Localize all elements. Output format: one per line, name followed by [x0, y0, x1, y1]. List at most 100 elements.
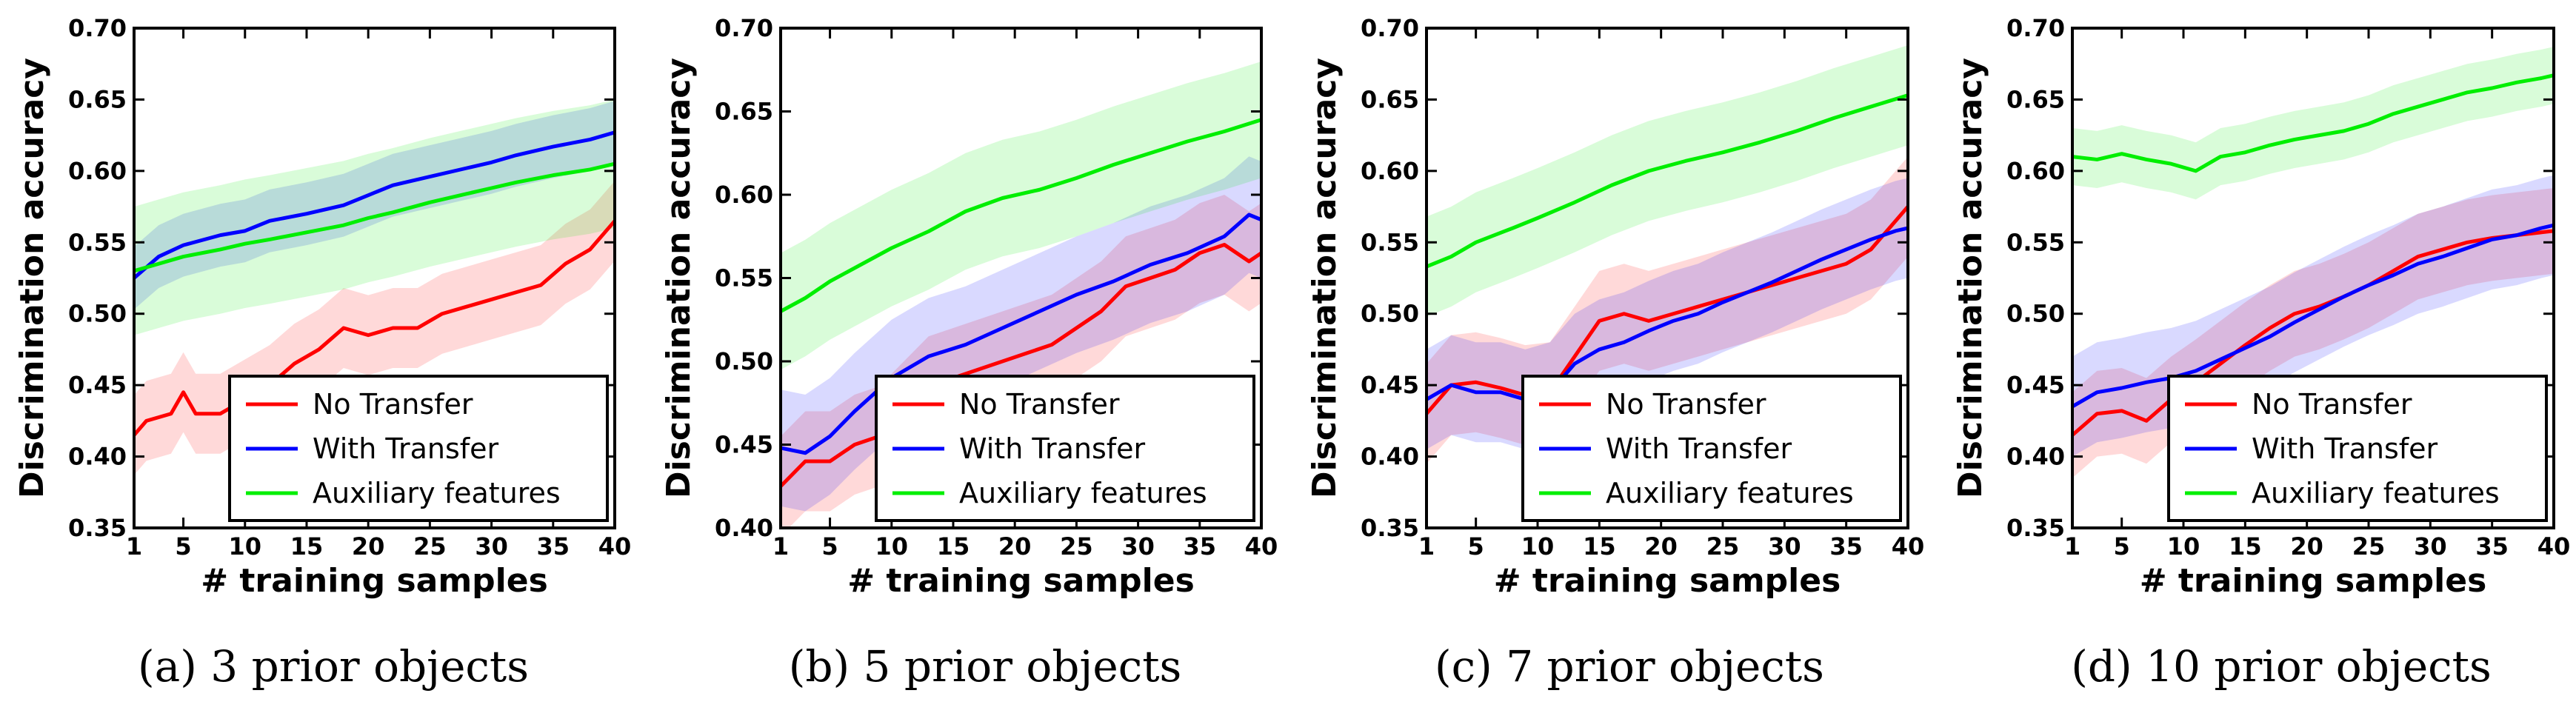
y-axis-title: Discrimination accuracy — [660, 58, 698, 498]
y-tick-label: 0.55 — [1361, 228, 1419, 256]
y-tick-label: 0.45 — [1361, 371, 1419, 399]
x-tick-label: 20 — [352, 532, 385, 561]
x-tick-label: 20 — [2290, 532, 2323, 561]
x-tick-label: 35 — [537, 532, 570, 561]
y-tick-label: 0.65 — [715, 98, 773, 126]
axes-frame — [133, 27, 616, 529]
legend-entry: With Transfer — [1606, 432, 1792, 465]
legend-entry: Auxiliary features — [2252, 477, 2500, 509]
x-tick-label: 5 — [821, 532, 838, 561]
x-tick-label: 35 — [1184, 532, 1217, 561]
x-tick-label: 15 — [290, 532, 324, 561]
x-tick-label: 40 — [1245, 532, 1278, 561]
legend-entry: Auxiliary features — [1606, 477, 1854, 509]
y-axis-title: Discrimination accuracy — [1952, 58, 1989, 498]
y-tick-label: 0.35 — [2006, 514, 2065, 542]
x-axis-title: # training samples — [201, 562, 548, 600]
y-tick-label: 0.60 — [1361, 157, 1419, 185]
legend: No Transfer With Transfer Auxiliary featur… — [228, 375, 609, 522]
x-tick-label: 1 — [1418, 532, 1435, 561]
x-tick-label: 5 — [2114, 532, 2130, 561]
x-tick-label: 30 — [1768, 532, 1801, 561]
y-tick-label: 0.40 — [2006, 443, 2065, 471]
x-tick-label: 15 — [2229, 532, 2262, 561]
x-tick-label: 20 — [998, 532, 1032, 561]
y-tick-label: 0.70 — [68, 14, 127, 42]
axes-frame — [2071, 27, 2555, 529]
x-tick-label: 10 — [1521, 532, 1555, 561]
band-auxiliary-features — [781, 61, 1261, 370]
x-tick-label: 10 — [229, 532, 262, 561]
series-line-no-transfer — [134, 219, 615, 437]
series-line-auxiliary-features — [1427, 93, 1908, 269]
caption: (d) 10 prior objects — [2071, 641, 2491, 692]
y-tick-label: 0.65 — [1361, 85, 1419, 113]
chart-panel-0: 1 5 10 15 20 25 30 35 400.350.400.450.500.550.60… — [13, 14, 631, 692]
series-line-no-transfer — [1427, 205, 1908, 415]
x-tick-label: 1 — [2064, 532, 2081, 561]
y-tick-label: 0.60 — [715, 181, 773, 209]
x-tick-label: 20 — [1644, 532, 1678, 561]
chart-panel-2: 1 5 10 15 20 25 30 35 400.350.400.450.500.550.60… — [1306, 14, 1924, 692]
chart-panel-1: 1 5 10 15 20 25 30 35 400.400.450.500.550.600.65… — [660, 14, 1278, 692]
chart-panel-3: 1 5 10 15 20 25 30 35 400.350.400.450.500.550.60… — [1952, 14, 2570, 692]
legend-entry: Auxiliary features — [313, 477, 561, 509]
legend: No Transfer With Transfer Auxiliary featur… — [875, 375, 1255, 522]
y-tick-label: 0.40 — [1361, 443, 1419, 471]
x-axis-title: # training samples — [2140, 562, 2487, 600]
y-tick-label: 0.35 — [1361, 514, 1419, 542]
x-tick-label: 5 — [1468, 532, 1484, 561]
series-line-auxiliary-features — [781, 118, 1261, 313]
y-tick-label: 0.45 — [2006, 371, 2065, 399]
x-tick-label: 40 — [1892, 532, 1925, 561]
legend-entry: No Transfer — [959, 388, 1120, 421]
x-tick-label: 5 — [175, 532, 191, 561]
y-tick-label: 0.50 — [2006, 300, 2065, 328]
x-tick-label: 30 — [2414, 532, 2447, 561]
y-tick-label: 0.60 — [68, 157, 127, 185]
legend-entry: Auxiliary features — [959, 477, 1207, 509]
x-tick-label: 10 — [2167, 532, 2200, 561]
y-tick-label: 0.65 — [68, 85, 127, 113]
legend-entry: No Transfer — [313, 388, 473, 421]
legend-entry: No Transfer — [1606, 388, 1766, 421]
y-axis-title: Discrimination accuracy — [13, 58, 51, 498]
caption: (b) 5 prior objects — [789, 641, 1182, 692]
band-with-transfer — [134, 101, 615, 310]
legend-entry: With Transfer — [959, 432, 1146, 465]
x-tick-label: 40 — [2537, 532, 2571, 561]
x-tick-label: 35 — [2475, 532, 2509, 561]
x-axis-title: # training samples — [847, 562, 1195, 600]
x-axis-title: # training samples — [1494, 562, 1841, 600]
y-tick-label: 0.60 — [2006, 157, 2065, 185]
x-tick-label: 25 — [1060, 532, 1093, 561]
y-tick-label: 0.70 — [1361, 14, 1419, 42]
x-tick-label: 15 — [937, 532, 970, 561]
x-tick-label: 15 — [1583, 532, 1616, 561]
x-tick-label: 1 — [126, 532, 142, 561]
y-tick-label: 0.55 — [68, 228, 127, 256]
x-tick-label: 1 — [773, 532, 789, 561]
legend: No Transfer With Transfer Auxiliary featur… — [2167, 375, 2548, 522]
y-tick-label: 0.55 — [2006, 228, 2065, 256]
y-tick-label: 0.50 — [1361, 300, 1419, 328]
x-tick-label: 30 — [475, 532, 508, 561]
legend: No Transfer With Transfer Auxiliary featur… — [1521, 375, 1902, 522]
caption: (a) 3 prior objects — [138, 641, 529, 692]
y-tick-label: 0.45 — [68, 371, 127, 399]
y-tick-label: 0.70 — [715, 14, 773, 42]
axes-frame — [1425, 27, 1909, 529]
y-tick-label: 0.40 — [68, 443, 127, 471]
y-axis-title: Discrimination accuracy — [1306, 58, 1344, 498]
x-tick-label: 40 — [598, 532, 632, 561]
legend-entry: With Transfer — [2252, 432, 2438, 465]
series-line-auxiliary-features — [2072, 73, 2554, 173]
series-line-with-transfer — [134, 130, 615, 280]
y-tick-label: 0.65 — [2006, 85, 2065, 113]
y-tick-label: 0.70 — [2006, 14, 2065, 42]
x-tick-label: 25 — [1706, 532, 1740, 561]
series-line-with-transfer — [2072, 223, 2554, 409]
y-tick-label: 0.50 — [68, 300, 127, 328]
x-tick-label: 10 — [875, 532, 909, 561]
